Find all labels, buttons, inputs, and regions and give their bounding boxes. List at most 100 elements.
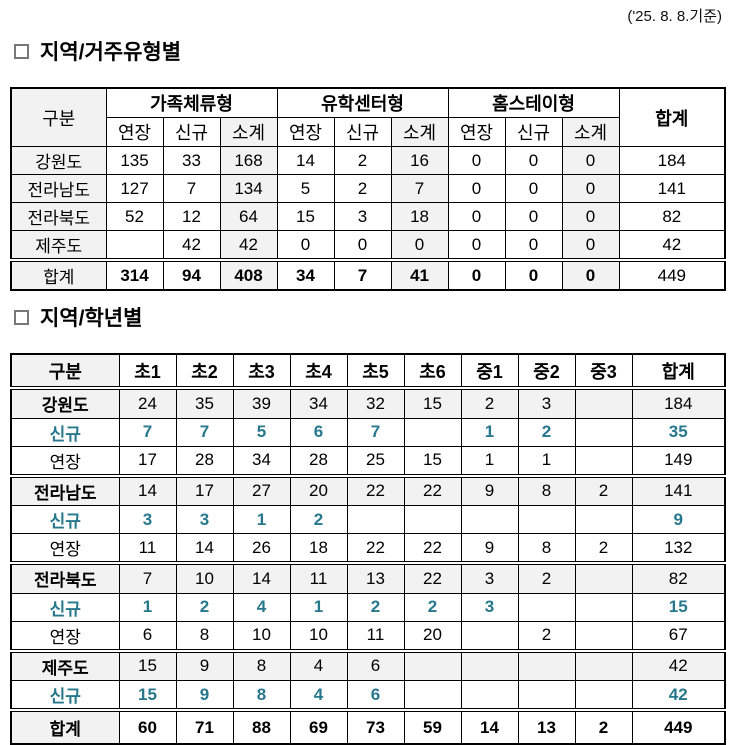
row-total: 449 bbox=[631, 708, 726, 745]
data-cell: 2 bbox=[517, 561, 576, 594]
data-cell: 2 bbox=[574, 708, 633, 745]
data-cell: 2 bbox=[574, 473, 633, 506]
table-row: 구분 초1 초2 초3 초4 초5 초6 중1 중2 중3 합계 bbox=[10, 353, 726, 389]
data-cell: 64 bbox=[219, 202, 278, 231]
row-total: 42 bbox=[631, 680, 726, 711]
data-cell: 2 bbox=[333, 146, 392, 175]
data-cell: 13 bbox=[517, 708, 576, 745]
data-cell: 8 bbox=[175, 620, 234, 651]
data-cell: 16 bbox=[390, 146, 449, 175]
row-label: 신규 bbox=[10, 417, 120, 447]
data-cell: 15 bbox=[403, 445, 462, 476]
data-cell: 8 bbox=[517, 473, 576, 506]
data-cell: 0 bbox=[447, 230, 506, 261]
col-header-grade: 초6 bbox=[403, 353, 462, 389]
residence-table-body: 강원도 135 33 168 14 2 16 0 0 0 184 전라남도 127 7 134 5 2 7 0 0 0 1… bbox=[10, 146, 726, 291]
data-cell bbox=[517, 505, 576, 534]
row-total: 82 bbox=[618, 202, 726, 231]
new-row: 신규 7 7 5 6 7 1 2 35 bbox=[10, 417, 726, 447]
row-label: 연장 bbox=[10, 620, 120, 651]
data-cell bbox=[460, 648, 519, 681]
data-cell: 408 bbox=[219, 258, 278, 291]
data-cell: 8 bbox=[232, 648, 291, 681]
row-label: 신규 bbox=[10, 680, 120, 711]
data-cell: 0 bbox=[504, 146, 563, 175]
extend-row: 연장 11 14 26 18 22 22 9 8 2 132 bbox=[10, 533, 726, 564]
total-col-header: 합계 bbox=[618, 87, 726, 147]
data-cell: 0 bbox=[447, 258, 506, 291]
data-cell: 59 bbox=[403, 708, 462, 745]
total-row: 합계 314 94 408 34 7 41 0 0 0 449 bbox=[10, 258, 726, 291]
row-total: 35 bbox=[631, 417, 726, 447]
data-cell: 52 bbox=[105, 202, 164, 231]
data-cell: 6 bbox=[118, 620, 177, 651]
data-cell: 2 bbox=[517, 620, 576, 651]
data-cell: 0 bbox=[504, 174, 563, 203]
row-total: 184 bbox=[618, 146, 726, 175]
total-row: 합계 60 71 88 69 73 59 14 13 2 449 bbox=[10, 708, 726, 745]
data-cell: 9 bbox=[175, 648, 234, 681]
grade-table: 구분 초1 초2 초3 초4 초5 초6 중1 중2 중3 합계 강원도 24 35… bbox=[10, 353, 726, 745]
data-cell: 135 bbox=[105, 146, 164, 175]
region-row: 전라남도 14 17 27 20 22 22 9 8 2 141 bbox=[10, 473, 726, 506]
extend-row: 연장 6 8 10 10 11 20 2 67 bbox=[10, 620, 726, 651]
data-cell: 2 bbox=[333, 174, 392, 203]
square-bullet-icon bbox=[14, 309, 29, 325]
data-cell: 28 bbox=[175, 445, 234, 476]
data-cell bbox=[574, 445, 633, 476]
new-row: 신규 1 2 4 1 2 2 3 15 bbox=[10, 592, 726, 622]
data-cell: 39 bbox=[232, 386, 291, 419]
data-cell: 5 bbox=[276, 174, 335, 203]
data-cell bbox=[574, 680, 633, 711]
data-cell: 7 bbox=[118, 561, 177, 594]
col-header-grade: 중1 bbox=[460, 353, 519, 389]
data-cell: 0 bbox=[504, 202, 563, 231]
data-cell: 22 bbox=[403, 561, 462, 594]
table-row: 구분 가족체류형 유학센터형 홈스테이형 합계 bbox=[10, 87, 726, 147]
sub-header-subtotal: 소계 bbox=[219, 117, 278, 147]
data-cell: 41 bbox=[390, 258, 449, 291]
data-cell: 9 bbox=[460, 473, 519, 506]
row-label: 전라북도 bbox=[10, 561, 120, 594]
corner-header: 구분 bbox=[10, 87, 107, 147]
data-cell: 0 bbox=[447, 146, 506, 175]
data-cell: 20 bbox=[289, 473, 348, 506]
data-cell bbox=[517, 680, 576, 711]
data-cell: 0 bbox=[390, 230, 449, 261]
data-cell: 168 bbox=[219, 146, 278, 175]
data-cell: 33 bbox=[162, 146, 221, 175]
data-cell: 0 bbox=[447, 174, 506, 203]
data-cell: 4 bbox=[289, 648, 348, 681]
data-cell: 15 bbox=[403, 386, 462, 419]
data-cell: 2 bbox=[289, 505, 348, 534]
data-cell: 22 bbox=[346, 473, 405, 506]
row-label: 전라남도 bbox=[10, 174, 107, 203]
data-cell: 7 bbox=[162, 174, 221, 203]
data-cell: 71 bbox=[175, 708, 234, 745]
total-col-header: 합계 bbox=[631, 353, 726, 389]
data-cell: 127 bbox=[105, 174, 164, 203]
data-cell: 60 bbox=[118, 708, 177, 745]
data-cell: 35 bbox=[175, 386, 234, 419]
row-label: 제주도 bbox=[10, 648, 120, 681]
data-cell bbox=[346, 505, 405, 534]
data-cell: 88 bbox=[232, 708, 291, 745]
row-label: 합계 bbox=[10, 258, 107, 291]
data-cell: 14 bbox=[175, 533, 234, 564]
sub-header-new: 신규 bbox=[162, 117, 221, 147]
data-cell: 69 bbox=[289, 708, 348, 745]
data-cell: 134 bbox=[219, 174, 278, 203]
residence-table-header: 구분 가족체류형 유학센터형 홈스테이형 합계 연장 신규 소계 연장 신규 소… bbox=[10, 87, 726, 147]
data-cell bbox=[574, 620, 633, 651]
data-cell: 4 bbox=[232, 592, 291, 622]
data-cell bbox=[574, 417, 633, 447]
data-cell: 12 bbox=[162, 202, 221, 231]
data-cell: 3 bbox=[118, 505, 177, 534]
data-cell: 22 bbox=[403, 473, 462, 506]
data-cell: 28 bbox=[289, 445, 348, 476]
row-label: 합계 bbox=[10, 708, 120, 745]
data-cell: 6 bbox=[289, 417, 348, 447]
row-total: 141 bbox=[631, 473, 726, 506]
col-header-grade: 초3 bbox=[232, 353, 291, 389]
